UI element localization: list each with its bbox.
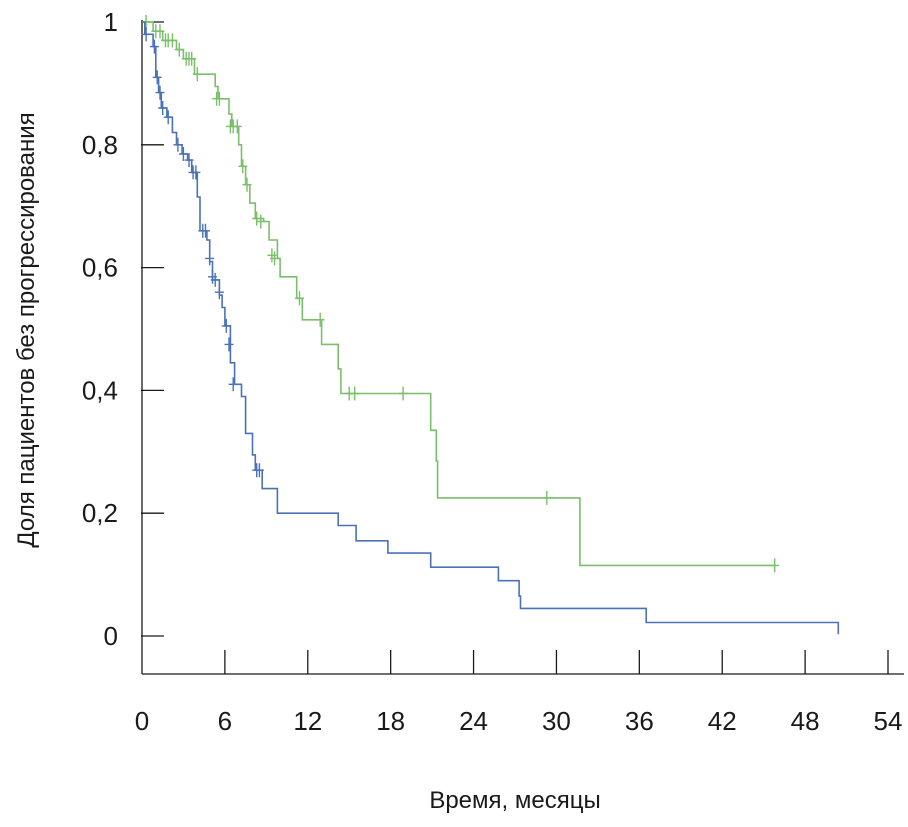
y-ticks: 0 0,2 0,4 0,6 0,8 1 xyxy=(82,7,164,651)
censor-mark xyxy=(252,211,262,226)
censor-mark xyxy=(184,153,194,168)
x-tick-label: 42 xyxy=(708,706,737,736)
series-2 xyxy=(141,21,840,635)
y-tick-label: 0,6 xyxy=(82,253,118,283)
censor-mark xyxy=(173,137,183,152)
censor-mark xyxy=(155,24,165,39)
censor-mark xyxy=(350,386,360,401)
x-tick-label: 6 xyxy=(218,706,232,736)
x-tick-label: 54 xyxy=(874,706,903,736)
censor-mark xyxy=(149,39,159,54)
x-tick-label: 48 xyxy=(791,706,820,736)
y-tick-label: 0 xyxy=(104,621,118,651)
censor-mark xyxy=(256,214,266,229)
x-tick-label: 36 xyxy=(625,706,654,736)
censor-mark xyxy=(254,463,264,478)
x-tick-label: 18 xyxy=(376,706,405,736)
censor-mark xyxy=(315,312,325,327)
y-axis-label: Доля пациентов без прогрессирования xyxy=(13,112,40,547)
x-ticks: 0 6 12 18 24 30 36 42 48 54 xyxy=(135,650,903,736)
censor-mark xyxy=(221,318,231,333)
censor-mark xyxy=(770,558,780,573)
censor-mark xyxy=(542,490,552,505)
censor-mark xyxy=(228,377,238,392)
series-1-line xyxy=(142,21,775,567)
censor-mark xyxy=(167,33,177,48)
y-tick-label: 0,8 xyxy=(82,130,118,160)
censor-mark xyxy=(192,67,202,82)
censor-mark xyxy=(224,337,234,352)
x-tick-label: 30 xyxy=(542,706,571,736)
censor-mark xyxy=(152,70,162,85)
censor-mark xyxy=(191,165,201,180)
censor-mark xyxy=(201,223,210,238)
censor-mark xyxy=(270,251,280,266)
censor-mark xyxy=(178,147,188,161)
censor-mark xyxy=(295,291,304,306)
censor-mark xyxy=(155,85,165,100)
censor-mark xyxy=(163,110,173,125)
censor-mark xyxy=(214,285,224,300)
x-axis-label: Время, месяцы xyxy=(429,787,600,814)
censor-mark xyxy=(238,159,248,174)
censor-mark xyxy=(141,27,151,42)
censor-mark xyxy=(398,386,408,401)
series-1 xyxy=(141,15,780,573)
censor-mark xyxy=(242,177,252,192)
censor-mark xyxy=(214,91,224,106)
y-tick-label: 1 xyxy=(104,7,118,37)
series-group xyxy=(141,15,840,635)
censor-mark xyxy=(187,51,197,66)
y-tick-label: 0,2 xyxy=(82,498,118,528)
censor-mark xyxy=(158,101,168,115)
x-tick-label: 24 xyxy=(459,706,488,736)
x-tick-label: 12 xyxy=(293,706,322,736)
censor-mark xyxy=(210,272,220,287)
axes xyxy=(141,20,904,675)
y-tick-label: 0,4 xyxy=(82,375,118,405)
censor-mark xyxy=(232,119,242,134)
series-2-line xyxy=(142,21,840,635)
x-tick-label: 0 xyxy=(135,706,149,736)
censor-mark xyxy=(174,42,184,57)
censor-mark xyxy=(205,251,215,266)
